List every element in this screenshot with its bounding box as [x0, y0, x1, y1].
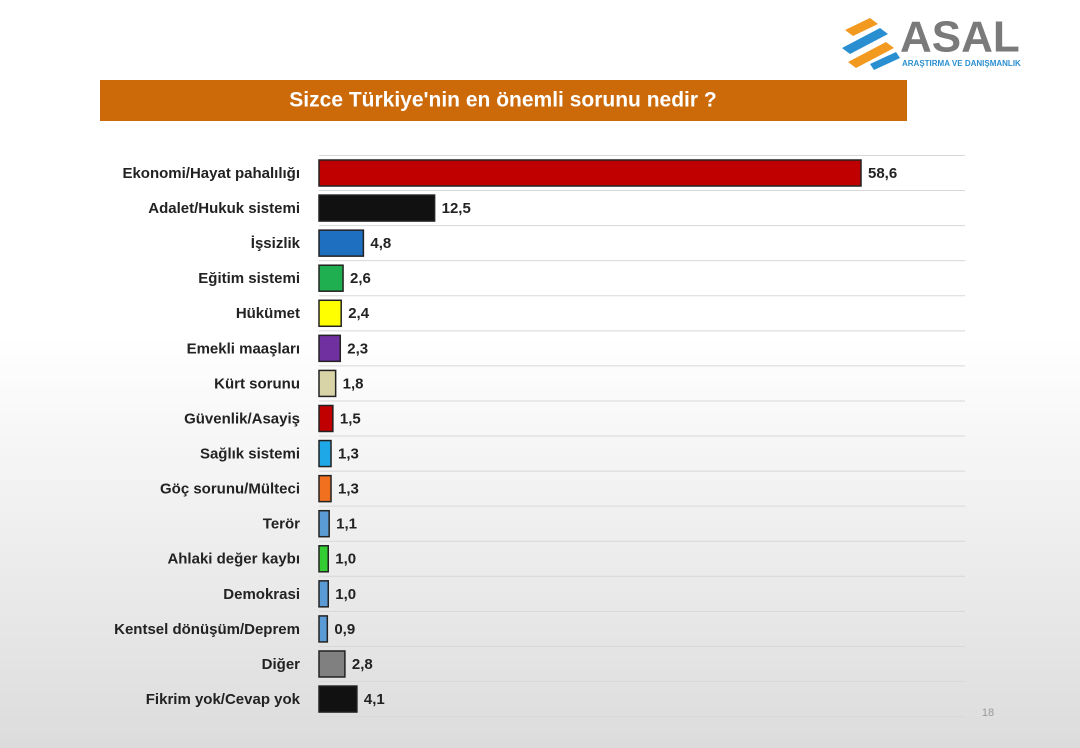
chart-title: Sizce Türkiye'nin en önemli sorunu nedir…: [289, 89, 716, 112]
bar: [318, 264, 344, 292]
bar: [318, 615, 329, 643]
logo-mark: [842, 28, 888, 54]
bar: [318, 509, 330, 538]
bar: [318, 229, 365, 257]
bar: [318, 474, 332, 503]
bar: [318, 580, 329, 608]
bar: [318, 159, 862, 187]
category-label: Emekli maaşları: [187, 340, 300, 357]
value-label: 1,1: [336, 516, 357, 533]
category-label: Kentsel dönüşüm/Deprem: [114, 621, 300, 638]
value-label: 1,8: [343, 375, 364, 392]
value-label: 58,6: [868, 165, 897, 182]
value-label: 0,9: [334, 621, 355, 638]
bar: [318, 545, 329, 573]
value-label: 1,5: [340, 410, 361, 427]
value-label: 2,6: [350, 270, 371, 287]
category-label: İşsizlik: [251, 235, 301, 252]
bar: [318, 439, 332, 468]
logo-tagline: ARAŞTIRMA VE DANIŞMANLIK: [902, 59, 1021, 68]
logo-name: ASAL: [900, 13, 1020, 62]
bar: [318, 194, 436, 222]
value-label: 4,8: [370, 235, 391, 252]
logo-mark: [848, 42, 894, 68]
value-label: 1,3: [338, 481, 359, 498]
category-label: Terör: [263, 516, 300, 533]
logo-mark: [845, 18, 878, 36]
category-label: Adalet/Hukuk sistemi: [148, 200, 300, 217]
category-label: Güvenlik/Asayiş: [184, 410, 300, 427]
value-label: 4,1: [364, 691, 385, 708]
category-label: Fikrim yok/Cevap yok: [146, 691, 301, 708]
logo-mark: [870, 52, 900, 70]
value-label: 12,5: [442, 200, 471, 217]
bar: [318, 685, 358, 713]
bar: [318, 369, 337, 398]
category-label: Kürt sorunu: [214, 375, 300, 392]
category-label: Hükümet: [236, 305, 300, 322]
category-label: Demokrasi: [223, 586, 300, 603]
bar: [318, 334, 342, 363]
value-label: 2,8: [352, 656, 373, 673]
category-label: Sağlık sistemi: [200, 446, 300, 463]
value-label: 1,0: [335, 586, 356, 603]
title-banner: [100, 80, 907, 121]
value-label: 2,3: [347, 340, 368, 357]
category-label: Eğitim sistemi: [198, 270, 300, 287]
bar: [318, 650, 346, 678]
page-number: 18: [982, 707, 994, 719]
category-label: Ahlaki değer kaybı: [167, 551, 300, 568]
bar: [318, 299, 342, 328]
bar: [318, 404, 334, 433]
category-label: Ekonomi/Hayat pahalılığı: [122, 165, 300, 182]
category-label: Göç sorunu/Mülteci: [160, 481, 300, 498]
logo: ASAL ARAŞTIRMA VE DANIŞMANLIK: [842, 13, 1021, 70]
value-label: 1,3: [338, 446, 359, 463]
value-label: 2,4: [348, 305, 370, 322]
category-label: Diğer: [262, 656, 301, 673]
value-label: 1,0: [335, 551, 356, 568]
